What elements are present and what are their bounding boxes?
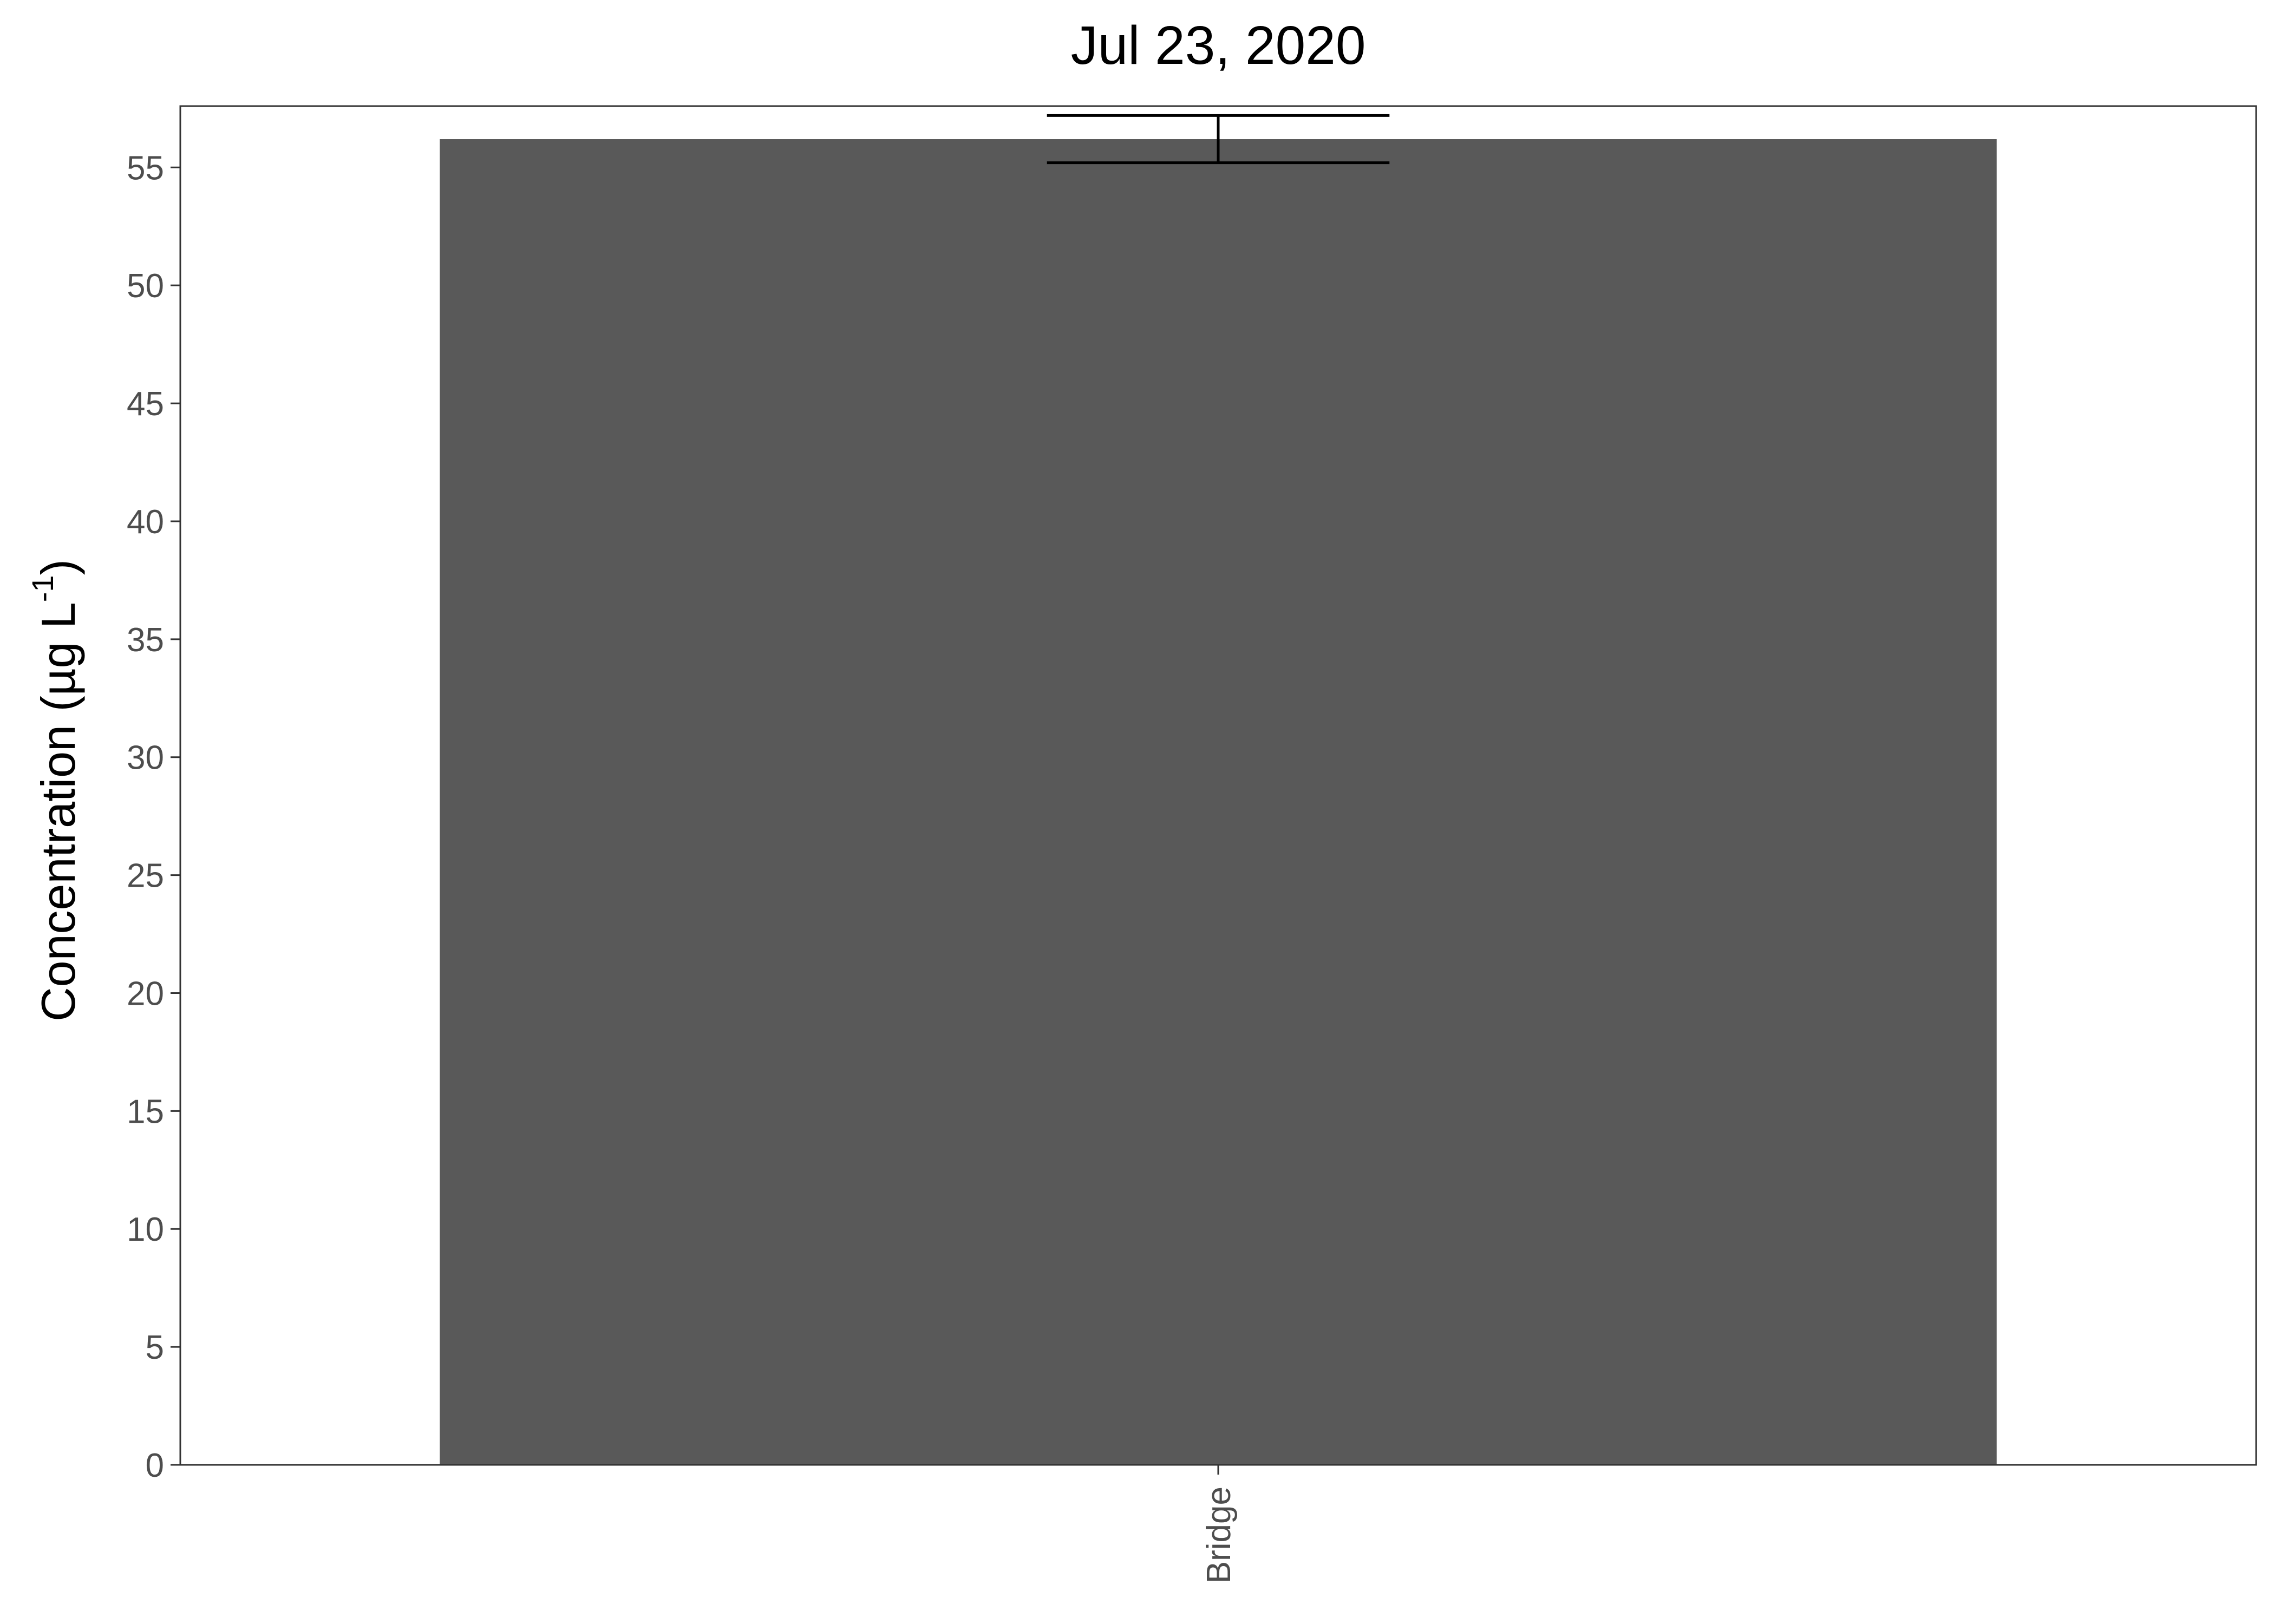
error-bar	[1047, 114, 1390, 165]
y-tick-label: 15	[127, 1093, 164, 1130]
chart-title: Jul 23, 2020	[1071, 15, 1366, 76]
y-axis-title-superscript: -1	[25, 575, 60, 602]
y-tick-label: 25	[127, 857, 164, 895]
y-axis-title-suffix: )	[31, 559, 85, 575]
y-tick-label: 30	[127, 739, 164, 777]
y-tick-label: 45	[127, 385, 164, 423]
y-axis-title: Concentration (µg L-1)	[25, 559, 85, 1021]
y-tick-label: 20	[127, 975, 164, 1012]
y-tick-label: 10	[127, 1211, 164, 1248]
y-axis: 0 5 10 15 20 25 30 35 40 45 50 55	[127, 149, 180, 1484]
y-tick-label: 0	[146, 1447, 164, 1484]
y-tick-label: 55	[127, 149, 164, 187]
error-bars	[1047, 114, 1390, 165]
bar	[440, 139, 1997, 1465]
panel-border	[179, 105, 2257, 1466]
y-axis-title-text: Concentration (µg L	[31, 602, 85, 1021]
y-tick-label: 40	[127, 503, 164, 541]
y-tick-label: 5	[146, 1329, 164, 1366]
y-tick-label: 50	[127, 267, 164, 305]
y-tick-label: 35	[127, 621, 164, 659]
x-axis: Bridge	[1200, 1465, 1238, 1583]
x-tick-label: Bridge	[1200, 1487, 1238, 1583]
bars	[440, 139, 1997, 1465]
